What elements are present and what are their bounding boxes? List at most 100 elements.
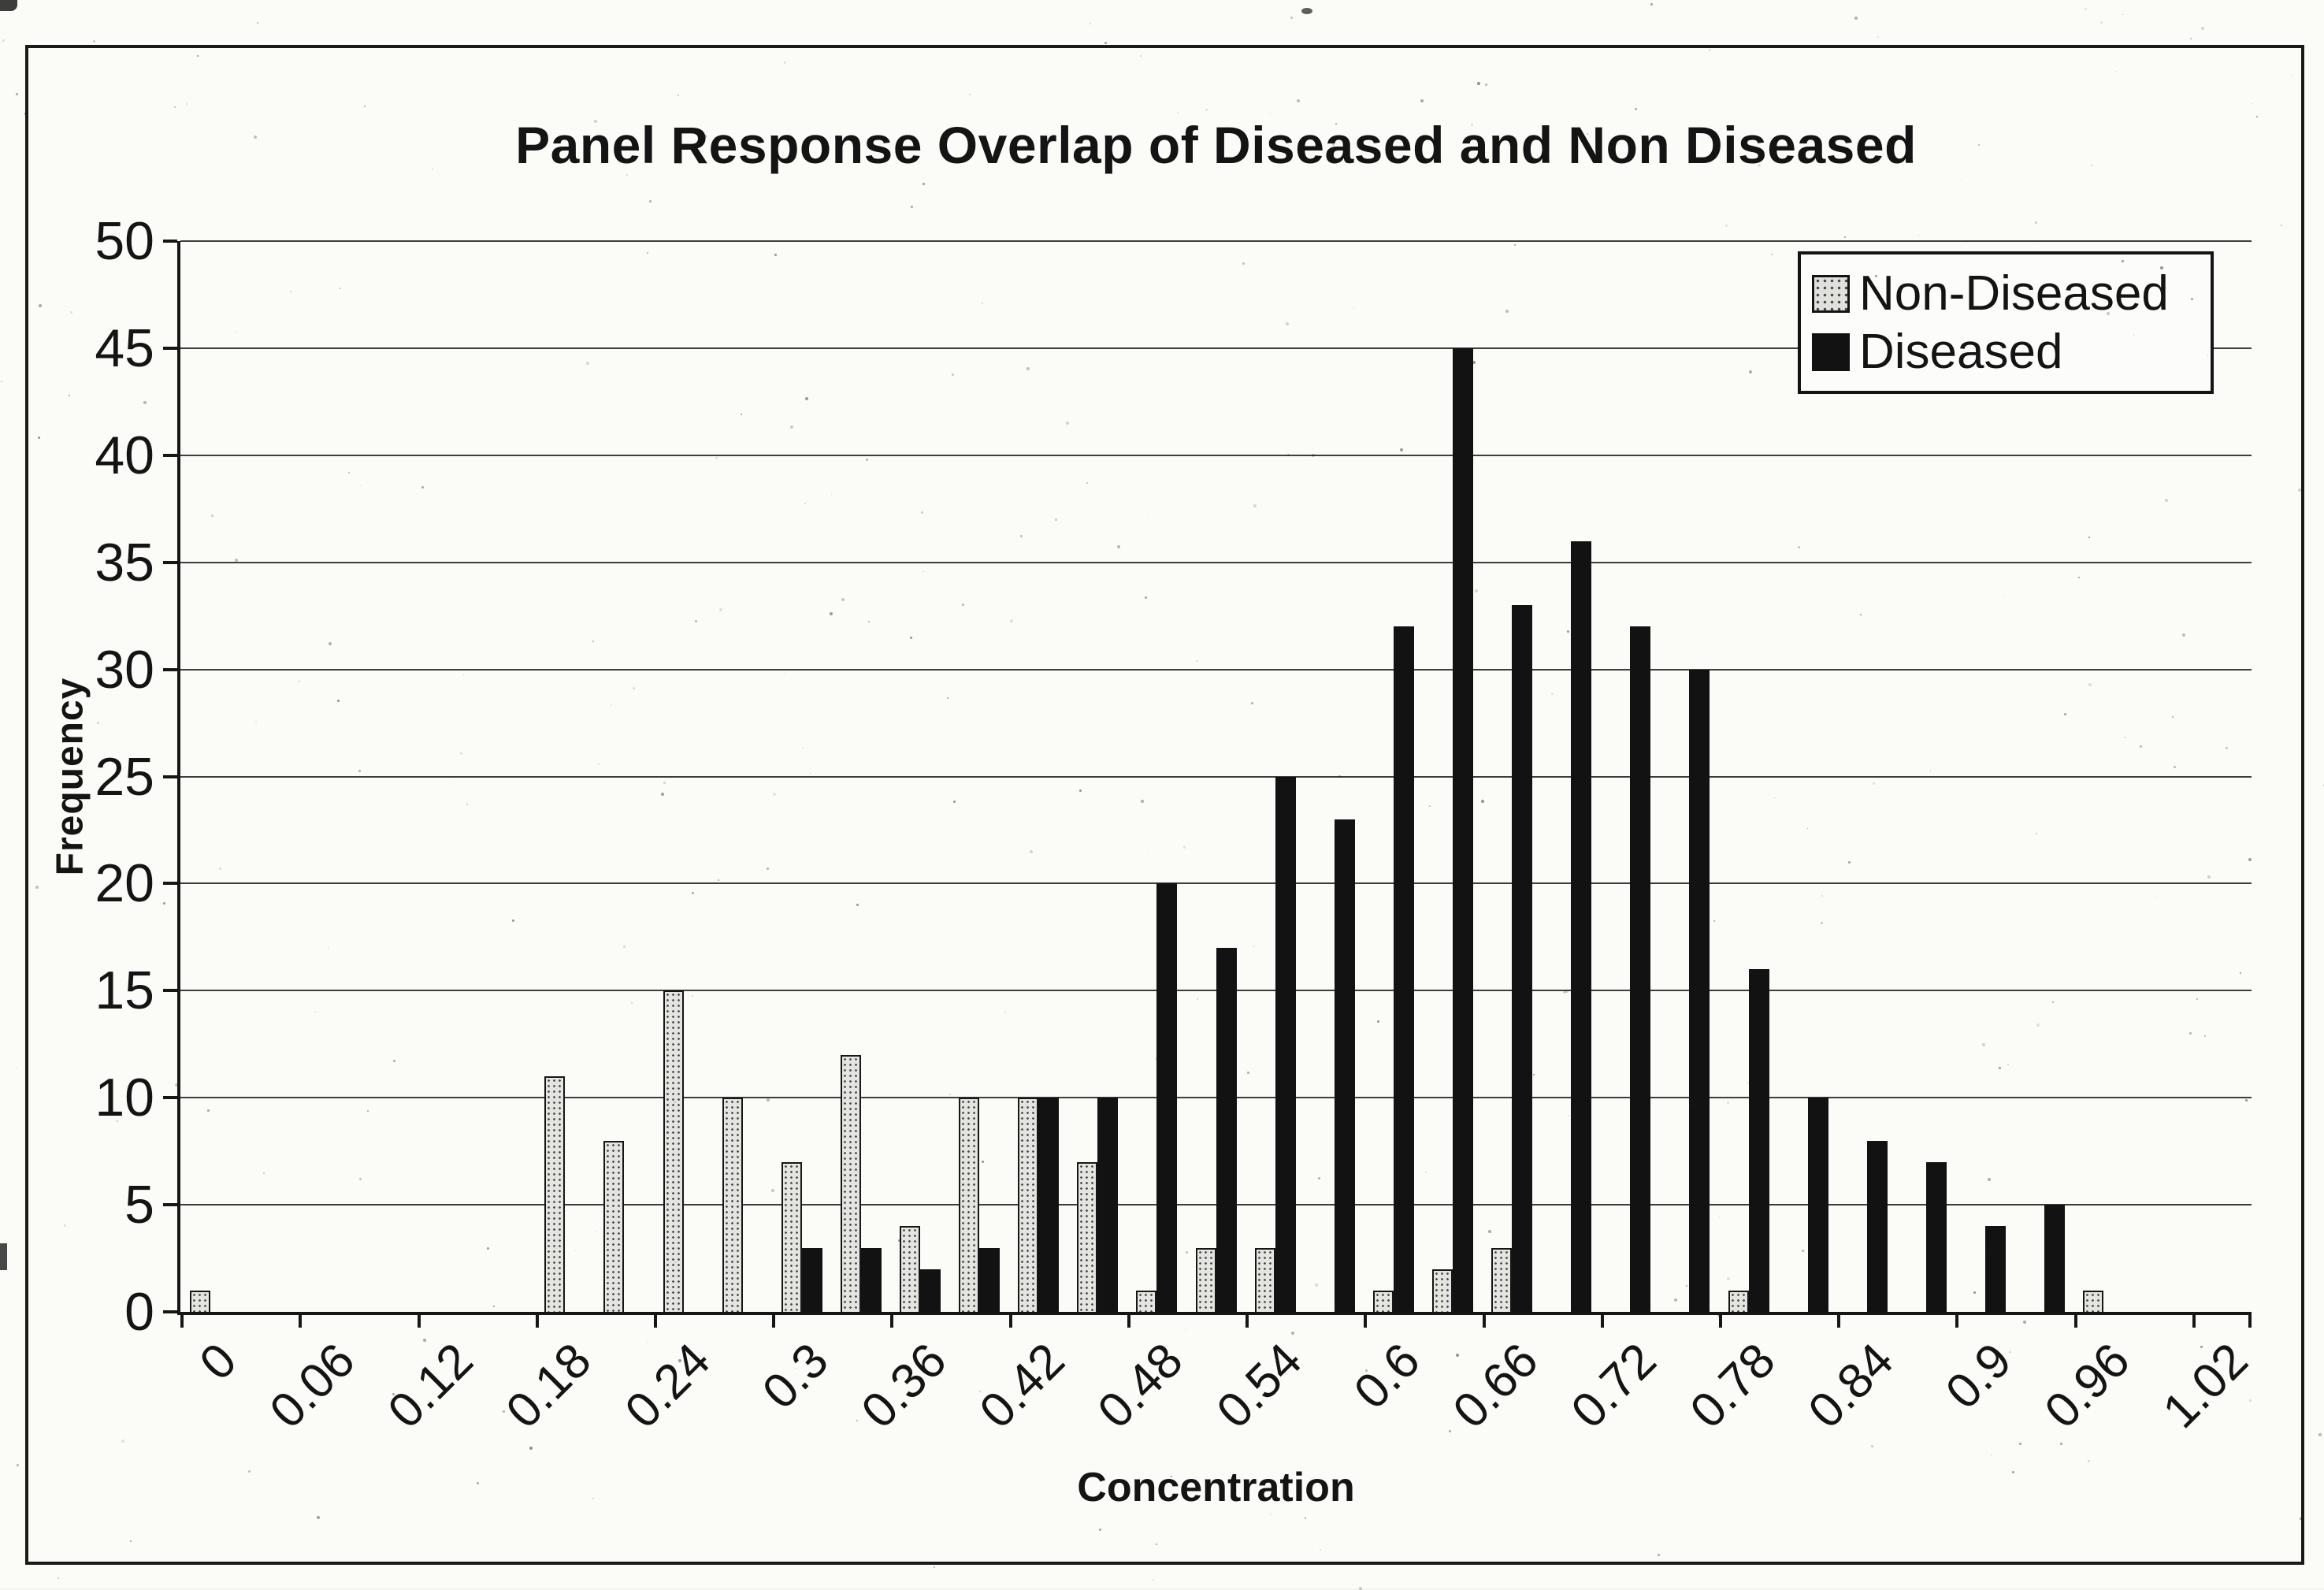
x-tick-mark	[1008, 1315, 1012, 1328]
gridline	[180, 668, 2252, 671]
y-tick-label: 0	[124, 1282, 154, 1342]
x-tick-mark	[2248, 1315, 2252, 1328]
gridline	[180, 347, 2252, 349]
y-tick-mark	[163, 775, 177, 778]
x-tick-mark	[1246, 1315, 1249, 1328]
figure-frame	[25, 45, 2304, 1565]
x-tick-mark	[1127, 1315, 1130, 1328]
bar-non-diseased	[722, 1098, 743, 1312]
bar-non-diseased	[1136, 1290, 1157, 1312]
bar-diseased	[1453, 347, 1473, 1312]
y-tick-mark	[163, 346, 177, 350]
bar-diseased	[1689, 669, 1710, 1312]
y-tick-label: 20	[95, 853, 154, 914]
y-tick-mark	[163, 1310, 177, 1313]
x-tick-mark	[1719, 1315, 1722, 1328]
x-tick-mark	[1600, 1315, 1604, 1328]
bar-non-diseased	[603, 1140, 625, 1312]
bar-diseased	[1866, 1140, 1888, 1312]
bar-non-diseased	[899, 1226, 920, 1312]
x-tick-mark	[890, 1315, 894, 1328]
legend-label-diseased: Diseased	[1859, 324, 2063, 379]
y-tick-mark	[163, 240, 177, 243]
bar-diseased	[1925, 1161, 1947, 1312]
bar-non-diseased	[189, 1290, 210, 1312]
bar-diseased	[801, 1247, 822, 1312]
x-tick-mark	[653, 1315, 657, 1328]
bar-non-diseased	[1077, 1161, 1098, 1312]
x-tick-mark	[772, 1315, 776, 1328]
bar-non-diseased	[2083, 1290, 2104, 1312]
chart-title: Panel Response Overlap of Diseased and N…	[515, 116, 1917, 174]
x-tick-mark	[2192, 1315, 2196, 1328]
bar-non-diseased	[959, 1098, 979, 1312]
legend-item-non-diseased: Non-Diseased	[1812, 266, 2200, 321]
y-tick-label: 5	[124, 1175, 154, 1235]
y-tick-label: 40	[95, 425, 154, 485]
scan-artifact	[0, 0, 17, 11]
gridline	[180, 240, 2252, 242]
bar-diseased	[1334, 819, 1355, 1312]
bar-diseased	[1216, 947, 1237, 1312]
legend-item-diseased: Diseased	[1812, 324, 2200, 379]
bar-non-diseased	[663, 990, 684, 1312]
y-tick-label: 15	[95, 960, 154, 1021]
bar-non-diseased	[544, 1076, 566, 1312]
x-tick-mark	[417, 1315, 421, 1328]
x-tick-mark	[1364, 1315, 1368, 1328]
x-tick-mark	[180, 1315, 184, 1328]
bar-diseased	[1748, 969, 1769, 1312]
gridline	[180, 561, 2252, 563]
legend-label-non-diseased: Non-Diseased	[1859, 266, 2169, 321]
bar-non-diseased	[1254, 1247, 1275, 1312]
bar-non-diseased	[1432, 1269, 1453, 1312]
bar-non-diseased	[840, 1054, 861, 1312]
y-tick-label: 35	[95, 532, 154, 593]
y-tick-label: 25	[95, 746, 154, 807]
bar-diseased	[1985, 1226, 2006, 1312]
gridline	[180, 775, 2252, 778]
bar-diseased	[1156, 883, 1178, 1312]
y-tick-mark	[163, 1096, 177, 1100]
bar-non-diseased	[1195, 1247, 1216, 1312]
x-tick-mark	[1955, 1315, 1959, 1328]
legend-swatch-diseased	[1812, 332, 1850, 371]
y-tick-label: 10	[95, 1068, 154, 1128]
y-tick-mark	[163, 667, 177, 671]
y-tick-label: 50	[95, 211, 154, 271]
bar-diseased	[1097, 1098, 1119, 1312]
y-tick-mark	[163, 453, 177, 457]
bar-non-diseased	[1372, 1290, 1394, 1312]
x-tick-mark	[535, 1315, 539, 1328]
scan-artifact	[1301, 8, 1312, 14]
x-tick-mark	[299, 1315, 303, 1328]
bar-diseased	[1393, 626, 1414, 1312]
y-tick-mark	[163, 989, 177, 993]
y-tick-mark	[163, 882, 177, 886]
plot-area	[177, 240, 2252, 1315]
x-tick-mark	[1482, 1315, 1486, 1328]
bar-diseased	[860, 1247, 882, 1312]
gridline	[180, 882, 2252, 885]
bar-diseased	[1038, 1098, 1060, 1312]
bar-non-diseased	[1728, 1290, 1749, 1312]
legend-swatch-non-diseased	[1812, 274, 1850, 313]
y-tick-mark	[163, 560, 177, 564]
bar-diseased	[1630, 626, 1651, 1312]
bar-non-diseased	[781, 1161, 802, 1312]
bar-diseased	[1275, 776, 1296, 1312]
bar-non-diseased	[1018, 1098, 1039, 1312]
legend: Non-Diseased Diseased	[1798, 251, 2214, 394]
bar-diseased	[1571, 541, 1592, 1312]
scan-artifact	[0, 1243, 7, 1270]
bar-diseased	[919, 1269, 941, 1312]
y-tick-label: 30	[95, 639, 154, 700]
gridline	[180, 454, 2252, 456]
y-tick-label: 45	[95, 318, 154, 378]
bar-diseased	[1512, 605, 1533, 1312]
bar-diseased	[979, 1247, 1000, 1312]
x-axis-title: Concentration	[1077, 1465, 1355, 1510]
bar-diseased	[1807, 1098, 1828, 1312]
bar-diseased	[2044, 1205, 2066, 1312]
